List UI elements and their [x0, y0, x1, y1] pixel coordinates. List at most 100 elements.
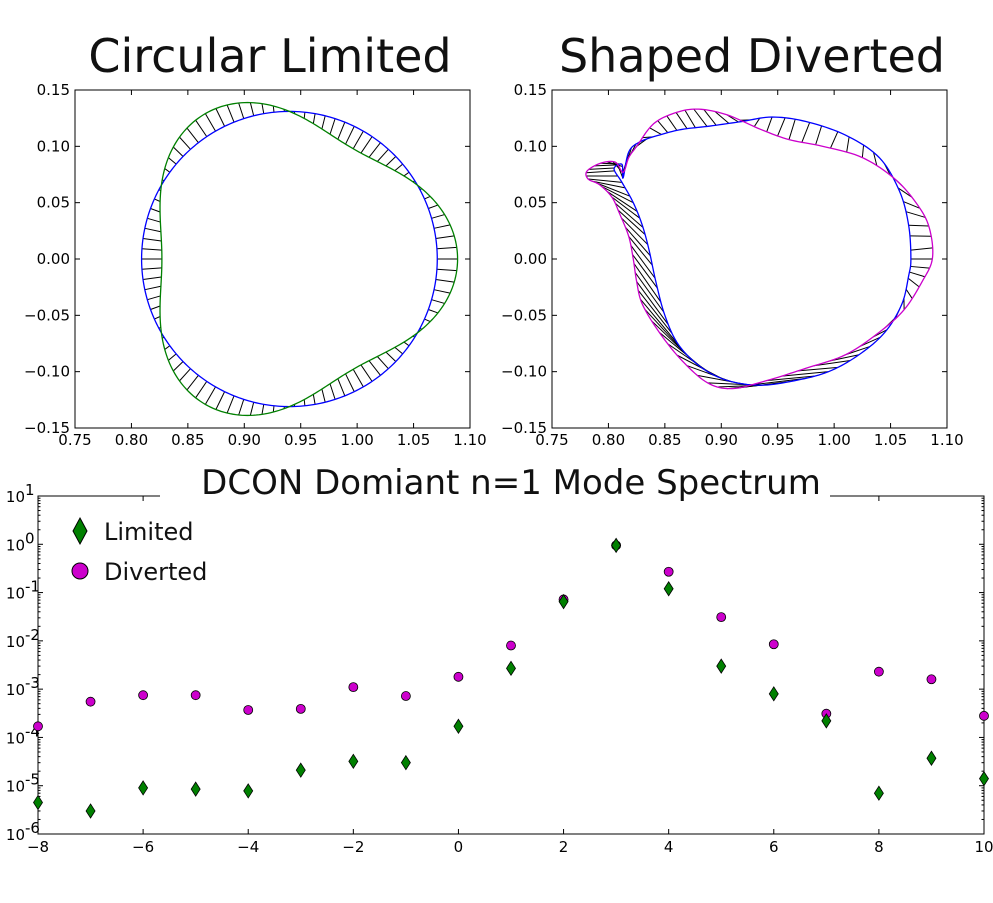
displacement-tick [431, 299, 445, 304]
y-tick-label: 0.00 [37, 250, 70, 268]
displacement-tick [337, 378, 346, 397]
displacement-tick [859, 336, 881, 347]
displacement-tick [846, 136, 850, 153]
spectrum-y-tick-exponent: -6 [25, 819, 40, 837]
displacement-tick [897, 187, 913, 198]
displacement-tick [910, 247, 933, 251]
x-tick-label: 0.90 [228, 431, 261, 449]
displacement-tick [154, 316, 161, 320]
displacement-tick [909, 271, 926, 278]
displacement-tick [714, 111, 730, 124]
spectrum-y-tick-label: 10 [6, 826, 25, 844]
spectrum-y-tick-exponent: -5 [25, 771, 40, 789]
displacement-tick [861, 145, 865, 158]
displacement-tick [693, 108, 708, 127]
displacement-tick [614, 202, 644, 228]
displacement-tick [312, 394, 316, 405]
x-tick-label: 1.10 [930, 431, 963, 449]
displacement-tick [303, 112, 306, 119]
spectrum-title-backdrop [160, 462, 830, 502]
legend: Limited Diverted [71, 516, 207, 586]
displacement-tick [815, 125, 823, 145]
displacement-tick [910, 265, 930, 269]
y-tick-label: 0.15 [514, 81, 547, 99]
displacement-tick [195, 381, 208, 399]
x-tick-label: 1.00 [817, 431, 850, 449]
displacement-tick [261, 404, 265, 415]
displacement-tick [666, 115, 678, 131]
displacement-tick [360, 364, 373, 382]
diverted-point [453, 671, 464, 682]
y-tick-label: 0.10 [514, 137, 547, 155]
limited-point [768, 686, 779, 702]
spectrum-y-tick-label: 10 [6, 488, 25, 506]
limited-point [611, 537, 622, 554]
displacement-tick [637, 289, 673, 334]
limited-point [138, 780, 149, 796]
x-tick-label: 0.80 [592, 431, 625, 449]
displacement-tick [147, 295, 161, 301]
x-tick-label: 0.85 [171, 431, 204, 449]
displacement-tick [261, 103, 265, 114]
displacement-tick [903, 201, 921, 209]
diverted-point [506, 640, 516, 651]
diverted-point [663, 566, 674, 577]
displacement-tick [303, 399, 306, 406]
diverted-point [873, 666, 884, 677]
limited-point [85, 803, 96, 819]
displacement-tick [142, 276, 162, 281]
legend-marker-limited [72, 516, 88, 546]
limited-point [716, 658, 727, 674]
displacement-tick [797, 366, 839, 372]
spectrum-y-tick-exponent: -2 [25, 626, 40, 644]
displacement-tick [272, 105, 275, 113]
displacement-tick [186, 374, 199, 391]
displacement-tick [368, 360, 381, 376]
displacement-tick [601, 186, 634, 204]
displacement-tick [186, 127, 199, 144]
y-tick-label: −0.10 [24, 363, 70, 381]
limited-point [821, 713, 832, 729]
chart-title-shaped-diverted: Shaped Diverted [559, 29, 945, 83]
displacement-tick [141, 248, 162, 251]
axes-frame [74, 89, 471, 429]
displacement-tick [249, 102, 255, 116]
displacement-tick [908, 224, 929, 227]
spectrum-x-tick-label: −2 [342, 838, 364, 856]
diverted-point [348, 682, 359, 693]
displacement-tick [164, 168, 171, 173]
axes-frame [551, 89, 948, 429]
legend-marker-diverted [71, 562, 89, 580]
x-tick-label: 0.95 [284, 431, 317, 449]
x-tick-label: 0.75 [535, 431, 568, 449]
displacement-tick [436, 268, 457, 272]
displacement-tick [226, 395, 235, 414]
displacement-tick [433, 289, 451, 294]
panel-shaped-diverted: 0.75 0.80 0.85 0.90 0.95 1.00 1.05 1.10 0.15 0.10… [501, 81, 964, 449]
legend-label-limited: Limited [104, 518, 194, 546]
displacement-tick [394, 163, 404, 172]
displacement-tick [431, 214, 445, 219]
displacement-tick [625, 226, 651, 257]
diverted-point [768, 639, 779, 650]
displacement-tick [633, 263, 662, 303]
displacement-tick [703, 109, 717, 126]
spectrum-y-tick-label: 10 [6, 633, 25, 651]
displacement-tick [360, 136, 373, 154]
displacement-tick [204, 113, 216, 132]
spectrum-x-tick-label: 10 [974, 838, 993, 856]
displacement-tick [168, 157, 177, 165]
spectrum-y-tick-exponent: 1 [25, 481, 35, 499]
y-tick-label: −0.05 [24, 306, 70, 324]
y-tick-label: −0.15 [24, 419, 70, 437]
displacement-tick [617, 209, 646, 235]
displacement-tick [424, 195, 431, 200]
limited-point [663, 581, 674, 597]
perturbed-boundary-line [585, 108, 934, 390]
equilibrium-boundary-line [140, 110, 438, 408]
displacement-tick [657, 120, 669, 133]
displacement-tick [150, 208, 161, 213]
displacement-tick [606, 191, 638, 212]
limited-point [926, 750, 937, 767]
